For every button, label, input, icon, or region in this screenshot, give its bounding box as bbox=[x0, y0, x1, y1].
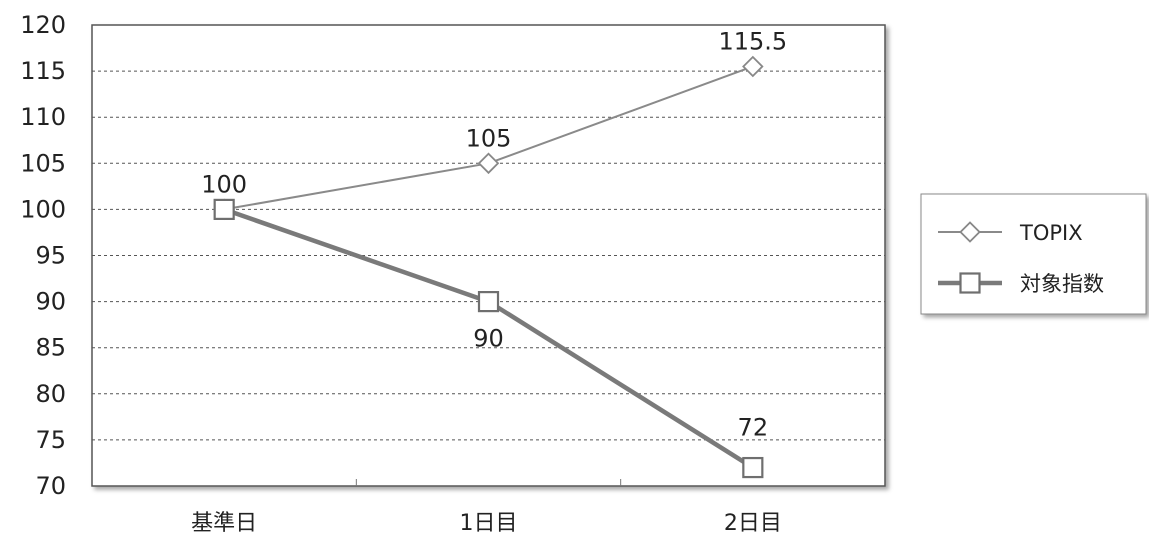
data-label: 105 bbox=[466, 124, 512, 152]
y-tick-label: 80 bbox=[35, 380, 66, 408]
data-label: 115.5 bbox=[718, 27, 787, 55]
diamond-point bbox=[477, 152, 500, 175]
y-tick-label: 105 bbox=[20, 149, 66, 177]
y-tick-label: 120 bbox=[20, 11, 66, 39]
legend-box bbox=[920, 193, 1147, 315]
square-point bbox=[742, 456, 764, 479]
y-tick-label: 100 bbox=[20, 195, 66, 223]
legend-label: 対象指数 bbox=[1020, 272, 1104, 296]
x-axis: 基準日 1日目 2日目 bbox=[191, 479, 782, 533]
legend-square-marker bbox=[959, 272, 981, 294]
data-label: 72 bbox=[738, 414, 769, 442]
data-label: 100 bbox=[201, 170, 247, 198]
legend-diamond-marker bbox=[959, 221, 981, 243]
x-tick-label: 基準日 bbox=[191, 511, 257, 533]
series-layer: 100 105 115.5 90 72 bbox=[201, 27, 787, 479]
square-point bbox=[477, 291, 500, 313]
square-point bbox=[213, 198, 235, 220]
y-tick-label: 90 bbox=[35, 288, 66, 316]
y-tick-label: 110 bbox=[20, 103, 66, 131]
legend-entry-topix: TOPIX bbox=[938, 221, 1083, 245]
y-tick-label: 115 bbox=[20, 57, 66, 85]
x-tick-label: 1日目 bbox=[460, 511, 518, 533]
y-tick-label: 85 bbox=[35, 334, 66, 362]
y-tick-label: 70 bbox=[35, 472, 66, 500]
data-label: 90 bbox=[473, 325, 504, 353]
y-tick-label: 95 bbox=[35, 242, 66, 270]
legend: TOPIX 対象指数 bbox=[920, 193, 1147, 315]
y-axis: 70 75 80 85 90 95 100 105 110 115 120 bbox=[20, 11, 66, 500]
y-tick-label: 75 bbox=[35, 426, 66, 454]
series-target-index: 90 72 bbox=[213, 198, 769, 479]
x-tick-label: 2日目 bbox=[724, 511, 782, 533]
legend-entry-target-index: 対象指数 bbox=[938, 272, 1104, 296]
legend-label: TOPIX bbox=[1019, 221, 1083, 245]
diamond-point bbox=[742, 55, 764, 78]
